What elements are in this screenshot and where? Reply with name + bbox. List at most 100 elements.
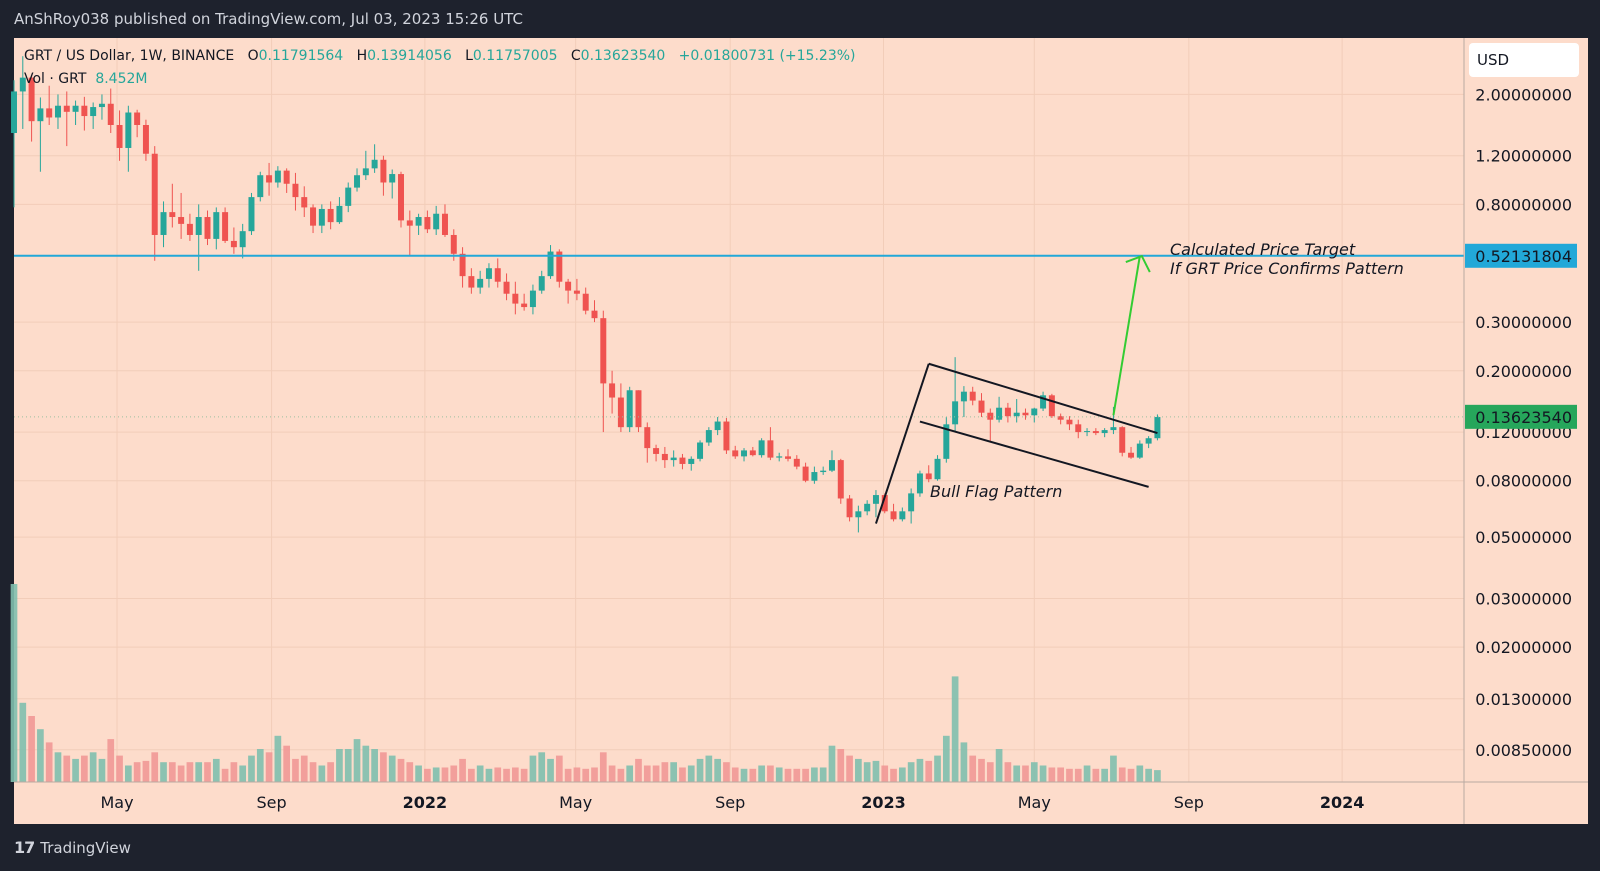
volume-bar [617, 768, 625, 782]
candle-body [142, 125, 149, 154]
candle-body [46, 108, 53, 118]
candle-body [670, 457, 677, 461]
candle-body [855, 511, 862, 518]
candle-body [811, 472, 818, 481]
candle-body [872, 495, 879, 504]
x-tick-label: May [559, 793, 592, 812]
y-tick-label: 1.20000000 [1475, 147, 1572, 166]
candle-body [169, 212, 176, 218]
candle-body [160, 212, 167, 235]
volume-bar [846, 755, 853, 782]
candle-body [864, 503, 871, 512]
candle-body [239, 231, 246, 248]
volume-bar [468, 768, 475, 782]
candle-body [19, 77, 26, 92]
target-annotation-line1: Calculated Price Target [1170, 240, 1356, 259]
candle-body [116, 125, 123, 148]
volume-bar [362, 745, 370, 782]
x-tick-label: 2022 [403, 793, 448, 812]
candle-body [81, 105, 88, 117]
currency-button[interactable]: USD [1469, 43, 1579, 77]
candle-body [503, 281, 510, 294]
candle-body [354, 175, 361, 188]
candle-body [54, 105, 61, 118]
volume-bar [599, 752, 607, 782]
volume-bar [424, 768, 431, 782]
candle-body [1013, 412, 1020, 417]
volume-bar [380, 752, 387, 782]
volume-bar [81, 755, 88, 782]
volume-bar [397, 758, 405, 782]
volume-bar [142, 760, 150, 782]
volume-bar [811, 767, 818, 782]
candle-body [952, 401, 959, 425]
candle-body [556, 251, 563, 282]
candle-body [11, 91, 17, 134]
x-tick-label: 2023 [861, 793, 906, 812]
volume-bar [1057, 767, 1065, 782]
volume-bar [1048, 767, 1056, 782]
volume-bar [204, 762, 211, 782]
candle-body [441, 213, 448, 235]
volume-bar [283, 745, 291, 782]
candle-body [705, 430, 712, 443]
candle-body [785, 456, 791, 459]
x-tick-label: May [100, 793, 133, 812]
candle-body [644, 427, 651, 449]
x-tick-label: Sep [715, 793, 745, 812]
volume-bar [767, 765, 774, 782]
low-label: L [465, 48, 473, 64]
footer-brand-label: TradingView [40, 838, 131, 857]
candle-body [125, 112, 132, 148]
current-price-badge [1465, 404, 1577, 429]
pattern-annotation: Bull Flag Pattern [930, 482, 1062, 501]
volume-bar [881, 765, 889, 782]
plot-background [14, 38, 1588, 824]
volume-bar [248, 755, 255, 782]
close-label: C [570, 48, 581, 64]
volume-bar [19, 702, 27, 782]
volume-bar [133, 762, 141, 782]
open-value: 0.11791564 [258, 48, 344, 64]
volume-bar [714, 758, 721, 782]
volume-bar [45, 742, 53, 782]
volume-bars [10, 584, 1161, 782]
volume-bar [934, 755, 941, 782]
candle-body [1154, 417, 1161, 439]
candle-body [635, 390, 642, 428]
volume-bar [476, 765, 484, 782]
candle-body [485, 268, 492, 279]
candle-body [600, 318, 607, 384]
candle-body [468, 276, 475, 288]
candle-body [257, 175, 264, 198]
volume-bar [10, 584, 18, 782]
candle-body [925, 473, 932, 480]
volume-bar [1136, 765, 1144, 782]
volume-bar [1118, 767, 1126, 782]
candle-body [380, 159, 387, 183]
candle-body [450, 234, 457, 254]
volume-label: Vol · GRT [24, 71, 87, 87]
price-axis-background [1464, 38, 1588, 824]
footer-brand[interactable]: 𝟭𝟳 TradingView [14, 838, 131, 857]
volume-bar [336, 749, 343, 782]
volume-bar [1110, 755, 1117, 782]
candle-body [28, 77, 35, 122]
candle-body [978, 400, 985, 413]
volume-bar [951, 676, 959, 782]
volume-bar [1030, 762, 1038, 782]
volume-bar [775, 767, 783, 782]
candle-body [107, 103, 114, 126]
volume-bar [555, 755, 563, 782]
volume-bar [1145, 768, 1152, 782]
volume-bar [1101, 768, 1108, 782]
candle-body [679, 457, 686, 464]
candle-body [609, 383, 616, 398]
candle-body [741, 450, 748, 457]
candle-body [1101, 430, 1108, 434]
volume-bar [582, 768, 590, 782]
volume-bar [652, 765, 660, 782]
candle-body [1119, 427, 1126, 453]
volume-bar [899, 767, 906, 782]
